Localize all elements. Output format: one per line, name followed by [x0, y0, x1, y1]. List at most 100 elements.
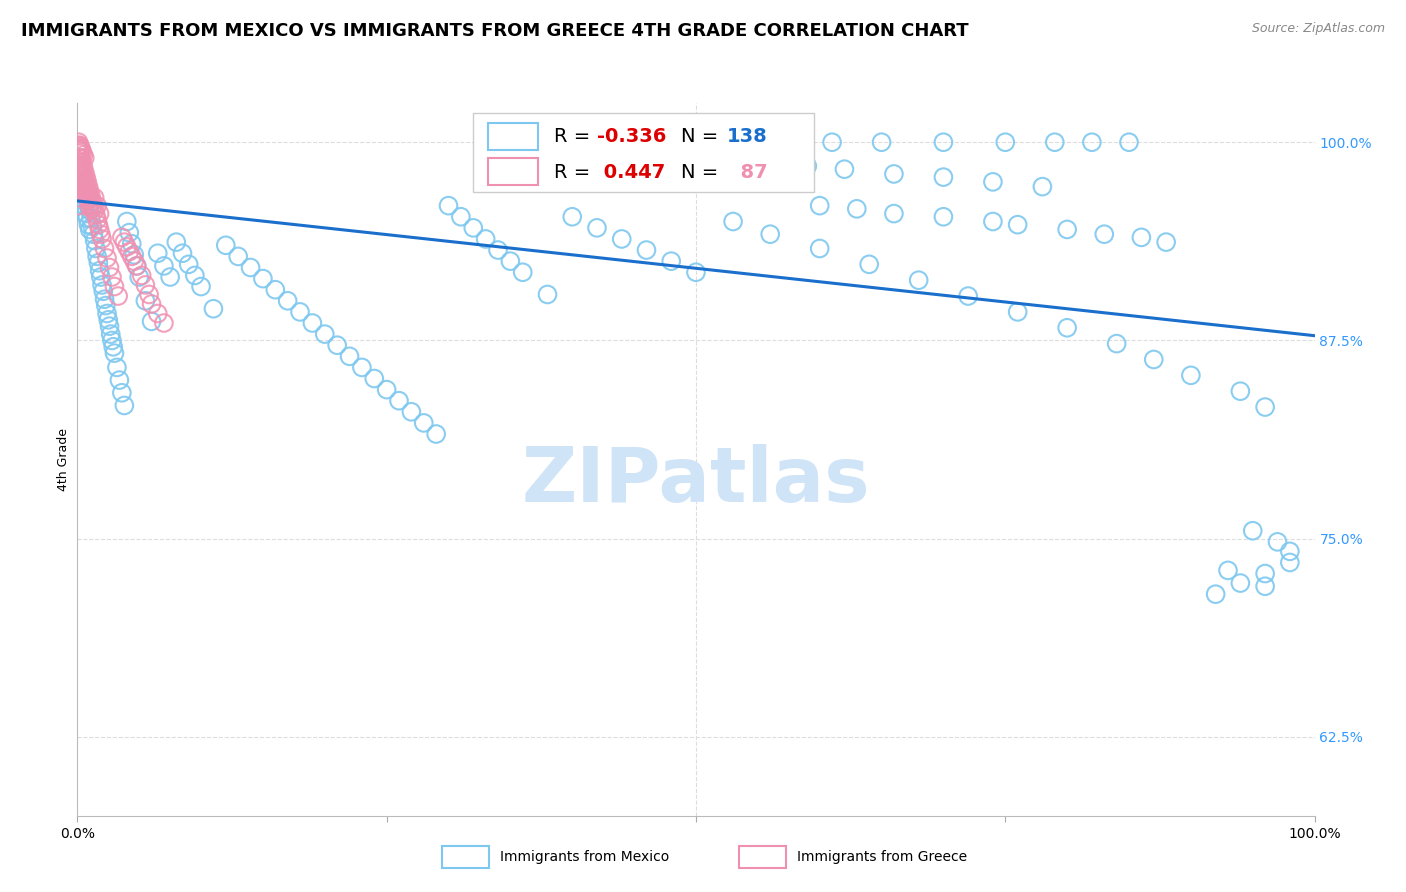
Point — [108, 373, 131, 387]
Point — [1105, 336, 1128, 351]
Point — [98, 260, 121, 275]
Point — [89, 263, 111, 277]
Point — [72, 161, 94, 175]
Point — [72, 163, 94, 178]
Point — [153, 316, 176, 330]
Point — [101, 270, 124, 285]
Point — [86, 199, 108, 213]
Point — [70, 159, 93, 173]
Point — [84, 208, 107, 222]
Point — [69, 170, 91, 185]
Point — [1278, 544, 1301, 558]
Point — [561, 210, 583, 224]
Point — [72, 167, 94, 181]
Point — [100, 327, 122, 342]
Point — [75, 186, 97, 200]
Point — [350, 360, 373, 375]
Point — [72, 156, 94, 170]
Point — [957, 289, 980, 303]
Point — [67, 167, 90, 181]
Point — [111, 230, 134, 244]
Point — [103, 279, 125, 293]
Point — [141, 297, 163, 311]
Point — [76, 175, 98, 189]
Point — [67, 135, 90, 149]
Point — [112, 399, 135, 413]
Point — [190, 279, 212, 293]
Point — [77, 179, 100, 194]
Point — [67, 143, 90, 157]
Point — [72, 185, 94, 199]
Point — [80, 197, 103, 211]
Point — [79, 200, 101, 214]
Point — [72, 179, 94, 194]
Point — [122, 254, 145, 268]
Text: 0.447: 0.447 — [598, 163, 665, 182]
Point — [72, 186, 94, 200]
Point — [67, 143, 90, 157]
Point — [932, 170, 955, 185]
Point — [412, 416, 434, 430]
Point — [1216, 563, 1239, 577]
Point — [159, 270, 181, 285]
Point — [91, 232, 114, 246]
Point — [474, 232, 496, 246]
Point — [215, 238, 238, 252]
Point — [1205, 587, 1227, 601]
Point — [586, 220, 609, 235]
Point — [118, 226, 141, 240]
Point — [772, 135, 794, 149]
Point — [388, 393, 411, 408]
Point — [86, 249, 108, 263]
Point — [1143, 352, 1166, 367]
Point — [69, 162, 91, 177]
Point — [981, 214, 1004, 228]
Point — [153, 259, 176, 273]
Text: 87: 87 — [727, 163, 768, 182]
Point — [536, 287, 558, 301]
Point — [122, 248, 145, 262]
Point — [486, 243, 509, 257]
Point — [796, 159, 818, 173]
Point — [82, 219, 104, 234]
Point — [77, 187, 100, 202]
Point — [77, 218, 100, 232]
Point — [73, 165, 96, 179]
Point — [1118, 135, 1140, 149]
Point — [67, 191, 90, 205]
Point — [73, 199, 96, 213]
Point — [339, 349, 361, 363]
Point — [73, 151, 96, 165]
Point — [69, 138, 91, 153]
Point — [70, 183, 93, 197]
Point — [79, 203, 101, 218]
Y-axis label: 4th Grade: 4th Grade — [58, 428, 70, 491]
Point — [75, 170, 97, 185]
Point — [141, 314, 163, 328]
Point — [125, 259, 148, 273]
Point — [80, 189, 103, 203]
Point — [463, 220, 485, 235]
Point — [1229, 576, 1251, 591]
Point — [91, 285, 114, 299]
Point — [80, 211, 103, 226]
Point — [93, 242, 115, 256]
Point — [759, 227, 782, 242]
Point — [72, 175, 94, 189]
Point — [401, 405, 423, 419]
Point — [67, 159, 90, 173]
Point — [821, 135, 844, 149]
Point — [70, 143, 93, 157]
Point — [1180, 368, 1202, 383]
Point — [72, 169, 94, 183]
Point — [101, 334, 124, 348]
Point — [363, 371, 385, 385]
Point — [1043, 135, 1066, 149]
Point — [73, 179, 96, 194]
Point — [134, 277, 156, 292]
Point — [67, 183, 90, 197]
Point — [858, 257, 880, 271]
Point — [103, 340, 125, 354]
Point — [67, 183, 90, 197]
Point — [1254, 400, 1277, 414]
